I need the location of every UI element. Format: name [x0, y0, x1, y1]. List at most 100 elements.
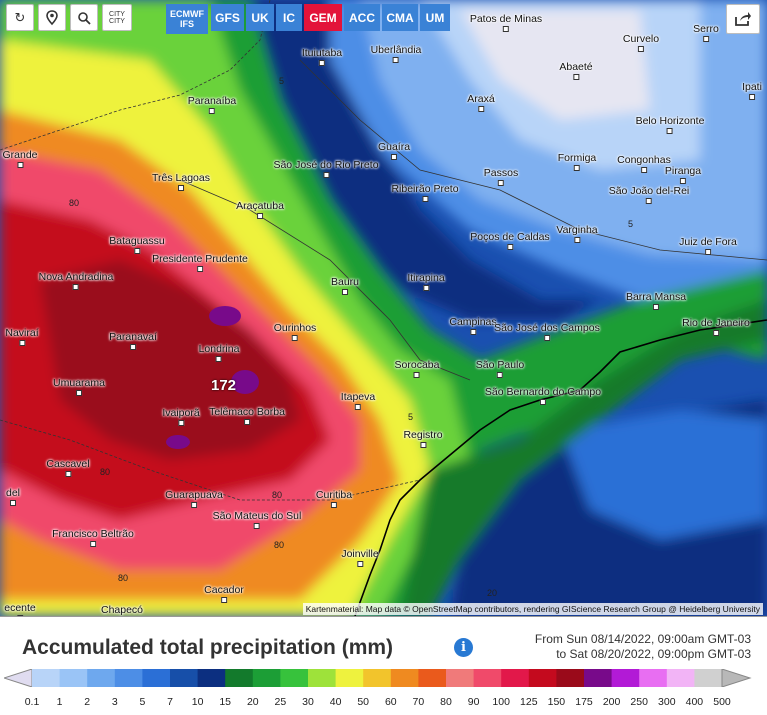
city-label[interactable]: São Paulo	[476, 360, 524, 378]
city-label[interactable]: Formiga	[558, 153, 596, 171]
city-label[interactable]: Londrina	[199, 344, 239, 362]
city-name: Juiz de Fora	[679, 236, 737, 248]
city-label[interactable]: Umuarama	[53, 378, 105, 396]
city-name: São Mateus do Sul	[212, 510, 302, 522]
city-label[interactable]: Ivaiporã	[162, 408, 200, 426]
city-marker-icon	[318, 60, 325, 66]
city-label[interactable]: São José do Rio Preto	[273, 160, 379, 178]
scale-color-swatch	[666, 669, 695, 687]
city-label[interactable]: Poços de Caldas	[470, 232, 550, 250]
city-label[interactable]: Telêmaco Borba	[209, 407, 285, 425]
city-label[interactable]: Ourinhos	[274, 323, 316, 341]
info-icon[interactable]: i	[454, 638, 473, 657]
city-label[interactable]: Guaíra	[378, 142, 410, 160]
city-label[interactable]: Itapeva	[341, 392, 375, 410]
city-label[interactable]: Ipati	[742, 82, 762, 100]
city-marker-icon	[540, 399, 546, 405]
city-label[interactable]: São Mateus do Sul	[212, 510, 302, 529]
city-label[interactable]: Chapecó	[101, 605, 143, 616]
city-label[interactable]: Varginha	[556, 225, 598, 243]
scale-tick-label: 15	[219, 696, 232, 708]
scale-color-swatch	[390, 669, 419, 687]
city-name: Belo Horizonte	[635, 115, 705, 127]
refresh-button[interactable]: ↻	[6, 4, 34, 31]
city-marker-icon	[72, 284, 79, 290]
scale-min-arrow	[4, 669, 33, 687]
city-label[interactable]: Joinville	[341, 549, 379, 567]
city-label[interactable]: Cascavel	[46, 459, 90, 477]
city-label[interactable]: Itirapina	[407, 272, 445, 291]
city-label[interactable]: del	[6, 488, 20, 506]
model-acc-button[interactable]: ACC	[344, 4, 380, 31]
city-label[interactable]: Barra Mansa	[626, 292, 686, 310]
city-label[interactable]: Três Lagoas	[152, 173, 210, 191]
city-label[interactable]: Nova Andradina	[39, 272, 113, 290]
scale-tick-label: 30	[302, 696, 314, 708]
model-ic-button[interactable]: IC	[276, 4, 302, 31]
contour-label: 20	[487, 588, 498, 598]
city-marker-icon	[422, 285, 429, 291]
city-name: Guaíra	[377, 141, 411, 153]
model-gfs-button[interactable]: GFS	[211, 4, 244, 31]
city-marker-icon	[331, 502, 337, 508]
city-label[interactable]: ecente	[4, 603, 36, 616]
city-label[interactable]: Patos de Minas	[470, 14, 542, 32]
city-marker-icon	[18, 340, 25, 346]
city-label[interactable]: Uberlândia	[370, 44, 422, 63]
scale-tick-label: 10	[191, 696, 204, 708]
location-button[interactable]	[38, 4, 66, 31]
scale-tick-label: 125	[520, 696, 538, 708]
city-label[interactable]: Paranaíba	[188, 96, 236, 114]
model-ecmwf-ifs-button[interactable]: ECMWF IFS	[166, 4, 208, 34]
model-cma-button[interactable]: CMA	[382, 4, 418, 31]
city-label[interactable]: Piranga	[665, 166, 701, 184]
precipitation-map[interactable]: ↻ CITY CITY ECMWF IFS GFS UK IC GEM ACC CMA UM …	[0, 0, 767, 617]
city-name: Itirapina	[407, 272, 445, 284]
city-label[interactable]: Guarapuava	[165, 490, 223, 508]
city-label[interactable]: Cacador	[204, 585, 244, 603]
city-label[interactable]: São José dos Campos	[494, 323, 600, 341]
city-label[interactable]: Juiz de Fora	[679, 237, 737, 255]
scale-color-swatch	[308, 669, 337, 687]
city-label[interactable]: Sorocaba	[395, 360, 439, 378]
city-marker-icon	[413, 372, 420, 378]
model-gem-button[interactable]: GEM	[304, 4, 342, 31]
scale-tick-label: 20	[246, 696, 259, 708]
city-label[interactable]: Naviraí	[5, 328, 39, 346]
city-label[interactable]: Passos	[484, 168, 518, 186]
city-label[interactable]: Francisco Beltrão	[52, 529, 134, 547]
city-marker-icon	[506, 244, 513, 250]
zoom-button[interactable]	[70, 4, 98, 31]
city-label[interactable]: Ituiutaba	[302, 48, 342, 66]
city-marker-icon	[244, 419, 250, 425]
city-label[interactable]: Congonhas	[617, 155, 671, 173]
city-label[interactable]: Abaeté	[559, 62, 593, 80]
city-label[interactable]: Ribeirão Preto	[391, 184, 459, 202]
city-label[interactable]: Presidente Prudente	[152, 254, 248, 272]
city-labels-toggle[interactable]: CITY CITY	[102, 4, 132, 31]
city-label[interactable]: Bataguassu	[109, 236, 165, 254]
scale-color-swatch	[59, 669, 88, 687]
city-label[interactable]: Belo Horizonte	[635, 115, 705, 134]
city-marker-icon	[503, 26, 509, 32]
city-label[interactable]: Curitiba	[316, 490, 352, 508]
city-marker-icon	[342, 289, 348, 295]
city-label[interactable]: Araçatuba	[236, 201, 284, 219]
city-marker-icon	[134, 248, 140, 254]
city-label[interactable]: São Bernardo do Campo	[485, 387, 601, 405]
city-label[interactable]: Campinas	[449, 317, 497, 335]
city-label[interactable]: Paranavaí	[109, 332, 157, 350]
model-uk-button[interactable]: UK	[246, 4, 274, 31]
city-label[interactable]: Curvelo	[623, 34, 659, 52]
city-label[interactable]: Araxá	[467, 94, 495, 112]
city-label[interactable]: Bauru	[331, 277, 359, 295]
city-label[interactable]: Grande	[2, 150, 38, 168]
city-name: Uberlândia	[370, 44, 422, 56]
city-marker-icon	[216, 356, 222, 362]
city-label[interactable]: Registro	[403, 430, 443, 448]
share-button[interactable]	[726, 4, 760, 34]
city-label[interactable]: São João del-Rei	[609, 186, 689, 204]
city-label[interactable]: Serro	[693, 24, 719, 42]
city-label[interactable]: Rio de Janeiro	[682, 318, 750, 336]
model-um-button[interactable]: UM	[420, 4, 450, 31]
